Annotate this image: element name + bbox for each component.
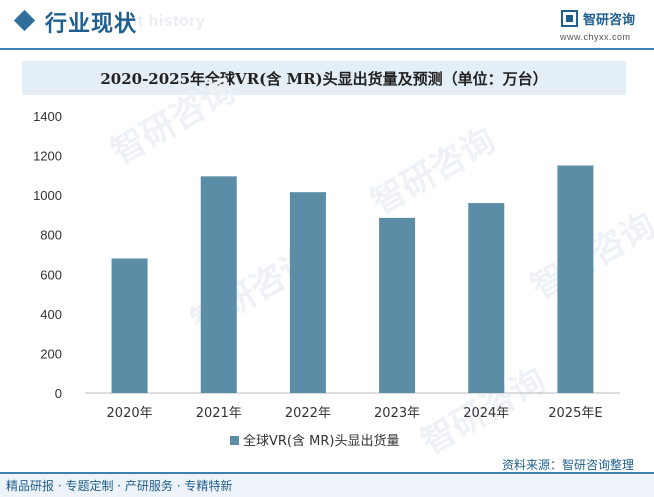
legend-swatch (230, 436, 239, 445)
page-footer: 精品研报 · 专题定制 · 产研服务 · 专精特新 (0, 472, 654, 497)
x-tick-label: 2022年 (285, 406, 331, 421)
bar (557, 165, 594, 393)
bar (379, 217, 416, 393)
y-tick-label: 600 (40, 267, 62, 282)
x-tick-label: 2023年 (374, 406, 420, 421)
x-tick-label: 2021年 (196, 406, 242, 421)
header-ghost-text: ent history (118, 13, 206, 30)
bar (468, 203, 505, 393)
y-tick-label: 0 (55, 386, 62, 401)
page-header: ent history 行业现状 智研咨询 www.chyxx.com (0, 0, 654, 50)
chart-title: 2020-2025年全球VR(含 MR)头显出货量及预测（单位：万台） (100, 70, 548, 88)
bar (289, 192, 326, 393)
bar (200, 176, 237, 393)
footer-tagline: 精品研报 · 专题定制 · 产研服务 · 专精特新 (6, 479, 233, 493)
header-divider (0, 48, 654, 50)
x-tick-label: 2025年E (548, 406, 602, 421)
source-note: 资料来源：智研咨询整理 (502, 458, 635, 472)
x-tick-label: 2020年 (107, 406, 153, 421)
watermark-text: 智研咨询 (105, 70, 243, 173)
y-tick-label: 400 (40, 307, 62, 322)
y-tick-label: 800 (40, 228, 62, 243)
chart-title-band: 2020-2025年全球VR(含 MR)头显出货量及预测（单位：万台） (22, 61, 626, 95)
x-tick-label: 2024年 (463, 406, 509, 421)
brand-logo-icon (561, 10, 578, 27)
section-title: 行业现状 (45, 12, 138, 37)
legend-label: 全球VR(含 MR)头显出货量 (243, 433, 399, 449)
y-tick-label: 1200 (33, 149, 62, 164)
brand-url: www.chyxx.com (560, 32, 631, 42)
y-tick-label: 1400 (33, 109, 62, 124)
y-tick-label: 1000 (33, 188, 62, 203)
y-tick-label: 200 (40, 346, 62, 361)
brand-name: 智研咨询 (583, 13, 636, 28)
bar (111, 258, 148, 393)
